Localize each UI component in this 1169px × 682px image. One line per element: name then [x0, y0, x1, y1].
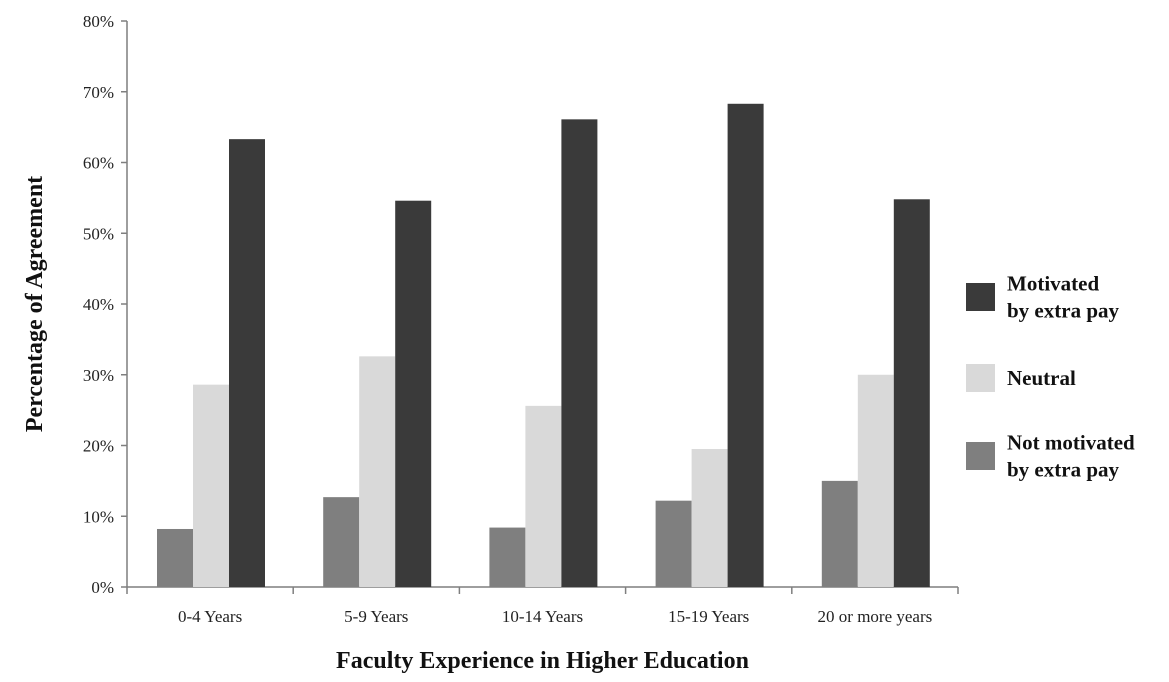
- bar: [821, 480, 858, 587]
- x-tick-label: 10-14 Years: [502, 607, 583, 626]
- y-tick-label: 70%: [83, 83, 114, 102]
- y-tick-label: 20%: [83, 437, 114, 456]
- legend-label: Motivated by extra pay: [1007, 272, 1119, 323]
- x-tick-label: 15-19 Years: [668, 607, 749, 626]
- bar: [489, 527, 526, 587]
- bar: [229, 139, 265, 587]
- bar: [193, 384, 229, 587]
- y-tick-label: 30%: [83, 366, 114, 385]
- x-tick-label: 5-9 Years: [344, 607, 408, 626]
- bar: [525, 405, 562, 587]
- bar: [857, 374, 894, 587]
- legend-label: Not motivated by extra pay: [1007, 431, 1135, 482]
- bar: [561, 119, 598, 587]
- bar: [395, 200, 432, 587]
- y-tick-label: 60%: [83, 154, 114, 173]
- bar: [893, 199, 930, 588]
- legend-label: Neutral: [1007, 366, 1076, 390]
- y-tick-label: 80%: [83, 12, 114, 31]
- bar: [727, 103, 764, 587]
- bar: [157, 528, 193, 587]
- bar: [359, 356, 396, 587]
- y-tick-label: 50%: [83, 224, 114, 243]
- x-tick-label: 0-4 Years: [178, 607, 242, 626]
- bar: [655, 500, 692, 587]
- bar: [691, 449, 728, 587]
- legend-swatch: [966, 283, 995, 311]
- y-tick-label: 40%: [83, 295, 114, 314]
- y-tick-label: 0%: [91, 578, 114, 597]
- x-tick-label: 20 or more years: [818, 607, 933, 626]
- x-axis-title: Faculty Experience in Higher Education: [336, 648, 749, 674]
- bar: [323, 497, 360, 587]
- legend-swatch: [966, 442, 995, 470]
- y-tick-label: 10%: [83, 507, 114, 526]
- legend-swatch: [966, 364, 995, 392]
- y-axis-title: Percentage of Agreement: [22, 176, 48, 432]
